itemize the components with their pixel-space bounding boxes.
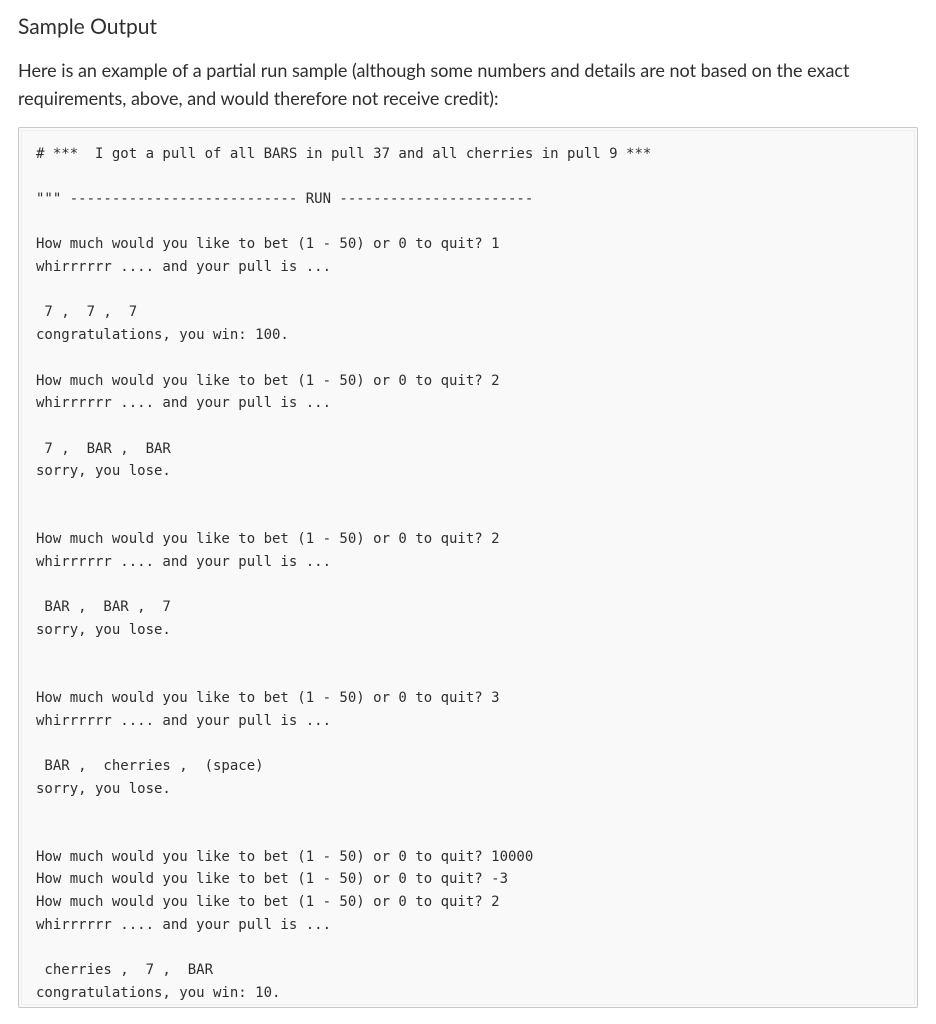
- section-title: Sample Output: [18, 14, 918, 39]
- code-block-inner: # *** I got a pull of all BARS in pull 3…: [21, 130, 915, 1006]
- intro-text: Here is an example of a partial run samp…: [18, 57, 918, 113]
- sample-output-code: # *** I got a pull of all BARS in pull 3…: [36, 143, 900, 1005]
- code-block-frame: # *** I got a pull of all BARS in pull 3…: [18, 127, 918, 1009]
